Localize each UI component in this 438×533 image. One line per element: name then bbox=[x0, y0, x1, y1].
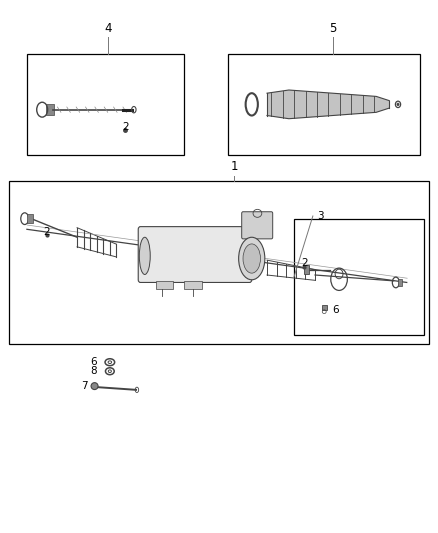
FancyBboxPatch shape bbox=[138, 227, 252, 282]
Text: 1: 1 bbox=[230, 160, 238, 173]
Bar bbox=[304, 265, 308, 274]
Ellipse shape bbox=[248, 97, 255, 112]
Ellipse shape bbox=[139, 237, 150, 274]
Ellipse shape bbox=[243, 244, 261, 273]
Text: 2: 2 bbox=[301, 258, 307, 268]
Text: 2: 2 bbox=[122, 122, 128, 132]
Ellipse shape bbox=[397, 103, 399, 106]
Bar bbox=[27, 54, 184, 155]
Ellipse shape bbox=[91, 383, 98, 390]
Text: 4: 4 bbox=[104, 22, 111, 35]
Bar bbox=[155, 281, 173, 289]
Text: 7: 7 bbox=[81, 381, 88, 391]
Bar bbox=[184, 281, 201, 289]
Text: 3: 3 bbox=[317, 211, 324, 221]
Text: 5: 5 bbox=[329, 22, 336, 35]
Bar bbox=[10, 181, 428, 344]
Text: 6: 6 bbox=[90, 357, 97, 367]
PathPatch shape bbox=[267, 90, 389, 119]
Bar bbox=[228, 54, 420, 155]
Bar bbox=[294, 219, 424, 335]
Text: 2: 2 bbox=[43, 227, 50, 237]
Ellipse shape bbox=[239, 237, 265, 280]
Text: 8: 8 bbox=[90, 366, 97, 376]
Text: 6: 6 bbox=[332, 305, 339, 315]
Bar bbox=[27, 214, 32, 223]
Bar bbox=[46, 104, 54, 115]
Bar bbox=[321, 305, 327, 310]
FancyBboxPatch shape bbox=[242, 212, 273, 239]
Bar bbox=[398, 279, 403, 286]
